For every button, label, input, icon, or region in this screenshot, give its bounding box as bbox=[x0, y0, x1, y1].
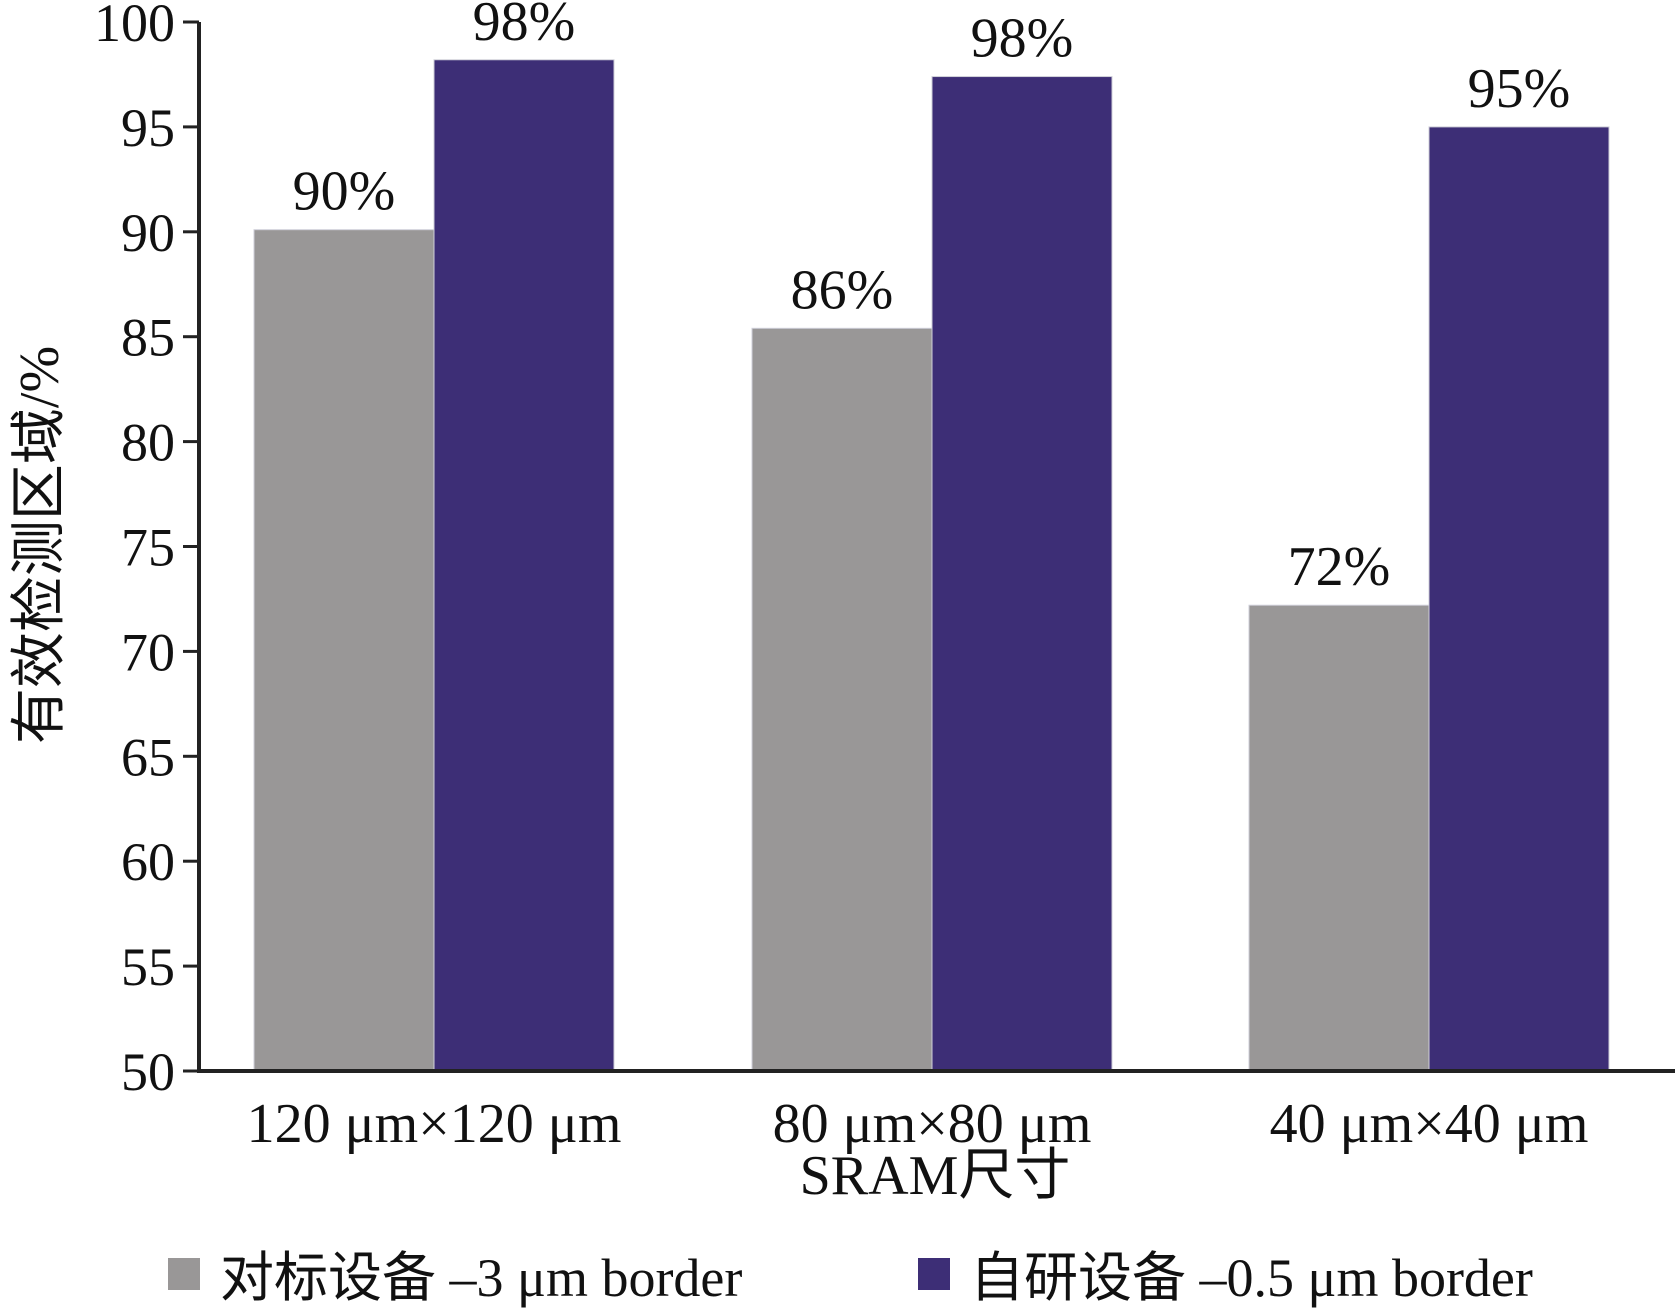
data-label-0-series-0: 90% bbox=[293, 161, 396, 223]
y-axis-title: 有效检测区域/% bbox=[9, 346, 71, 744]
legend-label-1: 自研设备 –0.5 μm border bbox=[970, 1248, 1533, 1308]
bar-1-series-1 bbox=[931, 76, 1113, 1072]
bar-2-series-1 bbox=[1428, 126, 1610, 1072]
y-tick-label-60: 60 bbox=[121, 832, 175, 892]
legend-swatch-0 bbox=[168, 1258, 200, 1290]
y-tick-label-80: 80 bbox=[121, 413, 175, 473]
data-label-2-series-0: 72% bbox=[1288, 536, 1391, 598]
bar-2-series-0 bbox=[1248, 604, 1430, 1072]
y-tick-label-70: 70 bbox=[121, 622, 175, 682]
y-tick-label-75: 75 bbox=[121, 518, 175, 578]
data-label-0-series-1: 98% bbox=[473, 0, 576, 53]
legend: 对标设备 –3 μm border 自研设备 –0.5 μm border bbox=[168, 1248, 1533, 1308]
data-label-1-series-1: 98% bbox=[971, 8, 1074, 70]
y-tick-label-100: 100 bbox=[94, 0, 175, 53]
y-tick-label-85: 85 bbox=[121, 308, 175, 368]
y-tick-label-65: 65 bbox=[121, 727, 175, 787]
x-category-label-1: 80 μm×80 μm bbox=[773, 1093, 1092, 1155]
bar-1-series-0 bbox=[751, 327, 933, 1072]
y-tick-label-95: 95 bbox=[121, 98, 175, 158]
data-label-1-series-0: 86% bbox=[791, 259, 894, 321]
bar-0-series-1 bbox=[433, 59, 615, 1072]
bar-0-series-0 bbox=[253, 229, 435, 1072]
x-category-label-0: 120 μm×120 μm bbox=[247, 1093, 622, 1155]
y-tick-label-90: 90 bbox=[121, 203, 175, 263]
bars bbox=[253, 59, 1610, 1072]
legend-label-0: 对标设备 –3 μm border bbox=[220, 1248, 742, 1308]
axes bbox=[197, 22, 1675, 1073]
data-labels: 90% 98% 86% 98% 72% 95% bbox=[293, 0, 1571, 598]
data-label-2-series-1: 95% bbox=[1468, 58, 1571, 120]
legend-swatch-1 bbox=[918, 1258, 950, 1290]
y-tick-label-50: 50 bbox=[121, 1042, 175, 1102]
x-axis-title: SRAM尺寸 bbox=[800, 1145, 1071, 1207]
x-category-label-2: 40 μm×40 μm bbox=[1270, 1093, 1589, 1155]
y-axis-ticks: 50 55 60 65 70 75 80 85 90 95 100 bbox=[94, 0, 199, 1102]
y-tick-label-55: 55 bbox=[121, 937, 175, 997]
category-labels: 120 μm×120 μm 80 μm×80 μm 40 μm×40 μm bbox=[247, 1093, 1589, 1155]
